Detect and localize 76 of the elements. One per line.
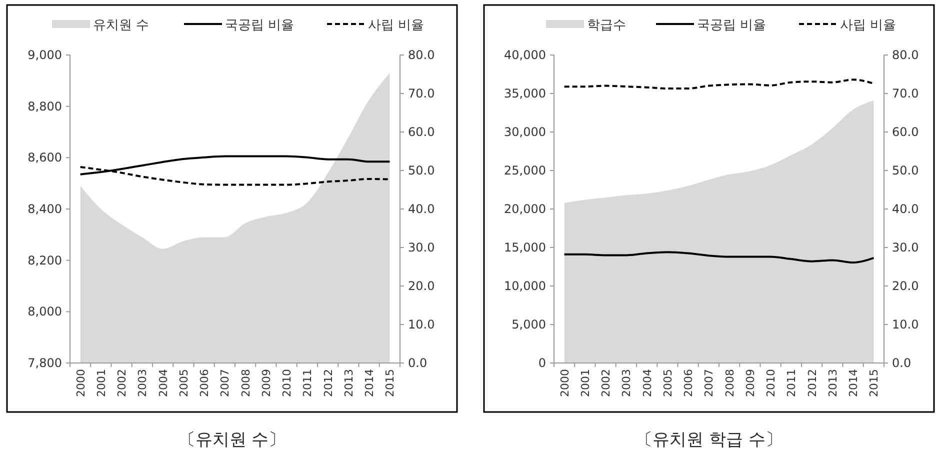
y-tick-label: 10,000: [504, 279, 546, 293]
line-series: [563, 78, 875, 90]
y-tick-label: 20,000: [504, 202, 546, 216]
x-tick-label: 2003: [136, 369, 150, 397]
y-tick-label: 5,000: [512, 318, 546, 332]
x-tick-label: 2006: [682, 369, 696, 397]
x-tick-label: 2000: [74, 369, 88, 397]
legend-label: 사립 비율: [368, 18, 424, 33]
y2-tick-label: 20.0: [892, 279, 919, 293]
legend-label: 유치원 수: [93, 18, 150, 33]
x-tick-label: 2015: [868, 369, 881, 397]
x-tick-label: 2000: [558, 369, 572, 397]
y2-tick-label: 10.0: [892, 318, 919, 332]
x-tick-label: 2005: [177, 369, 190, 397]
y-tick-label: 8,400: [28, 202, 62, 216]
x-tick-label: 2001: [578, 369, 592, 397]
y2-tick-label: 0.0: [892, 356, 912, 370]
y-tick-label: 40,000: [504, 48, 546, 62]
y2-tick-label: 30.0: [408, 240, 435, 254]
x-tick-label: 2004: [156, 369, 170, 397]
x-tick-label: 2001: [94, 369, 108, 397]
y-tick-label: 0: [538, 356, 546, 370]
y-tick-label: 8,000: [28, 304, 62, 319]
x-tick-label: 2008: [239, 369, 252, 397]
x-tick-label: 2011: [301, 369, 314, 397]
x-tick-label: 2006: [198, 369, 212, 397]
y-tick-label: 8,200: [28, 253, 62, 268]
x-tick-label: 2009: [744, 369, 757, 397]
x-tick-label: 2013: [826, 369, 840, 397]
x-tick-label: 2013: [342, 369, 356, 397]
y2-tick-label: 50.0: [408, 164, 435, 178]
x-tick-label: 2012: [806, 369, 819, 397]
x-tick-label: 2010: [280, 369, 294, 397]
legend-label: 학급수: [587, 18, 626, 33]
y2-tick-label: 70.0: [892, 86, 919, 100]
x-tick-label: 2005: [661, 369, 674, 397]
x-tick-label: 2008: [723, 369, 736, 397]
y2-tick-label: 60.0: [408, 125, 435, 139]
line-series: [563, 251, 875, 264]
x-tick-label: 2011: [785, 369, 798, 397]
y-tick-label: 9,000: [28, 48, 62, 62]
y2-tick-label: 10.0: [408, 318, 435, 332]
legend-label: 사립 비율: [840, 18, 896, 33]
y2-tick-label: 30.0: [892, 240, 919, 254]
y-tick-label: 8,600: [28, 150, 62, 165]
legend-label: 국공립 비율: [225, 18, 294, 33]
y2-tick-label: 20.0: [408, 279, 435, 293]
y-tick-label: 30,000: [504, 125, 546, 139]
y-tick-label: 8,800: [28, 99, 62, 114]
y-tick-label: 7,800: [28, 356, 62, 370]
legend-label: 국공립 비율: [697, 18, 766, 33]
x-tick-label: 2007: [702, 369, 716, 397]
y2-tick-label: 40.0: [408, 202, 435, 216]
text: 〔유치원 학급 수〕: [636, 430, 782, 450]
y2-tick-label: 60.0: [892, 125, 919, 139]
x-tick-label: 2003: [620, 369, 634, 397]
y-tick-label: 35,000: [504, 86, 546, 100]
y2-tick-label: 40.0: [892, 202, 919, 216]
x-tick-label: 2002: [600, 369, 613, 397]
x-tick-label: 2012: [322, 369, 335, 397]
y2-tick-label: 50.0: [892, 164, 919, 178]
y-tick-label: 15,000: [504, 240, 546, 254]
y2-tick-label: 70.0: [408, 86, 435, 100]
y2-tick-label: 80.0: [892, 48, 919, 62]
x-tick-label: 2002: [116, 369, 129, 397]
x-tick-label: 2010: [764, 369, 778, 397]
x-tick-label: 2015: [384, 369, 397, 397]
y-tick-label: 25,000: [504, 164, 546, 178]
x-tick-label: 2004: [640, 369, 654, 397]
x-tick-label: 2014: [847, 369, 860, 397]
y2-tick-label: 80.0: [408, 48, 435, 62]
y2-tick-label: 0.0: [408, 356, 428, 370]
x-tick-label: 2007: [218, 369, 232, 397]
x-tick-label: 2014: [363, 369, 376, 397]
x-tick-label: 2009: [260, 369, 273, 397]
text: 〔유치원 수〕: [178, 430, 286, 450]
